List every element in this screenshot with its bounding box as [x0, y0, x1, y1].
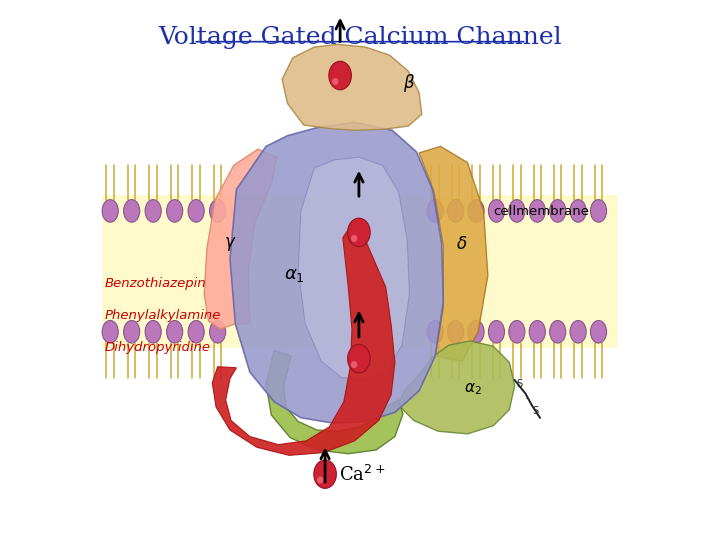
- Ellipse shape: [351, 235, 357, 242]
- Ellipse shape: [102, 321, 118, 343]
- Ellipse shape: [332, 78, 338, 85]
- Ellipse shape: [468, 200, 484, 222]
- Ellipse shape: [317, 477, 323, 483]
- Ellipse shape: [145, 200, 161, 222]
- Ellipse shape: [549, 321, 566, 343]
- Text: $\gamma$: $\gamma$: [224, 235, 236, 253]
- Ellipse shape: [210, 321, 225, 343]
- Ellipse shape: [509, 321, 525, 343]
- Bar: [102, 195, 618, 348]
- Ellipse shape: [348, 345, 370, 373]
- Ellipse shape: [590, 200, 606, 222]
- Ellipse shape: [329, 61, 351, 90]
- Ellipse shape: [570, 321, 586, 343]
- Text: $\delta$: $\delta$: [456, 235, 468, 253]
- Polygon shape: [266, 350, 403, 454]
- Ellipse shape: [166, 200, 183, 222]
- Polygon shape: [397, 341, 515, 434]
- Ellipse shape: [166, 321, 183, 343]
- Text: Ca$^{2+}$: Ca$^{2+}$: [338, 465, 385, 485]
- Polygon shape: [212, 221, 395, 455]
- Polygon shape: [282, 44, 422, 130]
- Ellipse shape: [509, 200, 525, 222]
- Ellipse shape: [448, 200, 464, 222]
- Ellipse shape: [529, 321, 545, 343]
- Ellipse shape: [348, 218, 370, 247]
- Polygon shape: [298, 157, 410, 380]
- Text: Phenylalkylamine: Phenylalkylamine: [105, 309, 221, 322]
- Ellipse shape: [314, 460, 336, 488]
- Text: Benzothiazepin: Benzothiazepin: [105, 277, 207, 290]
- Ellipse shape: [529, 200, 545, 222]
- Polygon shape: [204, 149, 276, 329]
- Ellipse shape: [124, 321, 140, 343]
- Ellipse shape: [488, 321, 505, 343]
- Text: cellmembrane: cellmembrane: [493, 206, 589, 219]
- Ellipse shape: [549, 200, 566, 222]
- Text: $\beta$: $\beta$: [403, 72, 415, 94]
- Ellipse shape: [124, 200, 140, 222]
- Text: Voltage Gated Calcium Channel: Voltage Gated Calcium Channel: [158, 25, 562, 49]
- Polygon shape: [230, 122, 444, 423]
- Ellipse shape: [210, 200, 225, 222]
- Ellipse shape: [427, 200, 444, 222]
- Ellipse shape: [145, 321, 161, 343]
- Text: Dihydropyridine: Dihydropyridine: [105, 341, 211, 354]
- Text: S: S: [532, 406, 538, 416]
- Ellipse shape: [188, 200, 204, 222]
- Ellipse shape: [468, 321, 484, 343]
- Text: $\alpha_2$: $\alpha_2$: [464, 381, 482, 397]
- Polygon shape: [419, 146, 488, 361]
- Ellipse shape: [448, 321, 464, 343]
- Text: S: S: [516, 380, 523, 389]
- Ellipse shape: [102, 200, 118, 222]
- Ellipse shape: [488, 200, 505, 222]
- Ellipse shape: [188, 321, 204, 343]
- Text: $\alpha_1$: $\alpha_1$: [284, 266, 305, 285]
- Text: -: -: [526, 393, 529, 403]
- Ellipse shape: [427, 321, 444, 343]
- Ellipse shape: [570, 200, 586, 222]
- Ellipse shape: [590, 321, 606, 343]
- Ellipse shape: [351, 361, 357, 368]
